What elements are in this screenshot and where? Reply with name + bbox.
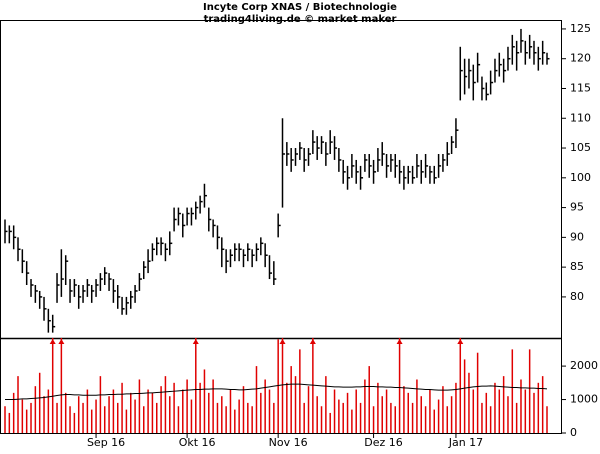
x-tick-label: Jan 17 xyxy=(448,436,483,449)
y-tick-label: 2000 xyxy=(570,359,598,372)
y-tick-label: 85 xyxy=(570,260,584,273)
x-tick-label: Nov 16 xyxy=(269,436,308,449)
y-tick-label: 100 xyxy=(570,171,591,184)
volume-average xyxy=(5,383,548,401)
overflow-arrow xyxy=(396,339,403,344)
y-tick-label: 80 xyxy=(570,290,584,303)
chart-subtitle: trading4living.de © market maker xyxy=(204,14,397,25)
plot-frame xyxy=(0,20,562,434)
x-tick-label: Okt 16 xyxy=(179,436,216,449)
overflow-arrow xyxy=(192,339,199,344)
overflow-arrow xyxy=(309,339,316,344)
y-tick-label: 125 xyxy=(570,22,591,35)
y-tick-label: 120 xyxy=(570,52,591,65)
y-tick-label: 115 xyxy=(570,81,591,94)
overflow-arrow xyxy=(279,339,286,344)
x-tick-label: Dez 16 xyxy=(364,436,403,449)
x-tick-label: Sep 16 xyxy=(87,436,125,449)
volume-panel xyxy=(4,338,548,433)
y-tick-label: 0 xyxy=(570,426,577,439)
overflow-arrow xyxy=(49,339,56,344)
y-tick-label: 105 xyxy=(570,141,591,154)
overflow-arrow xyxy=(457,339,464,344)
y-tick-label: 110 xyxy=(570,111,591,124)
y-tick-label: 1000 xyxy=(570,393,598,406)
chart-title: Incyte Corp XNAS / Biotechnologie xyxy=(203,2,397,13)
y-tick-label: 90 xyxy=(570,230,584,243)
y-tick-label: 95 xyxy=(570,201,584,214)
overflow-arrow xyxy=(58,339,65,344)
